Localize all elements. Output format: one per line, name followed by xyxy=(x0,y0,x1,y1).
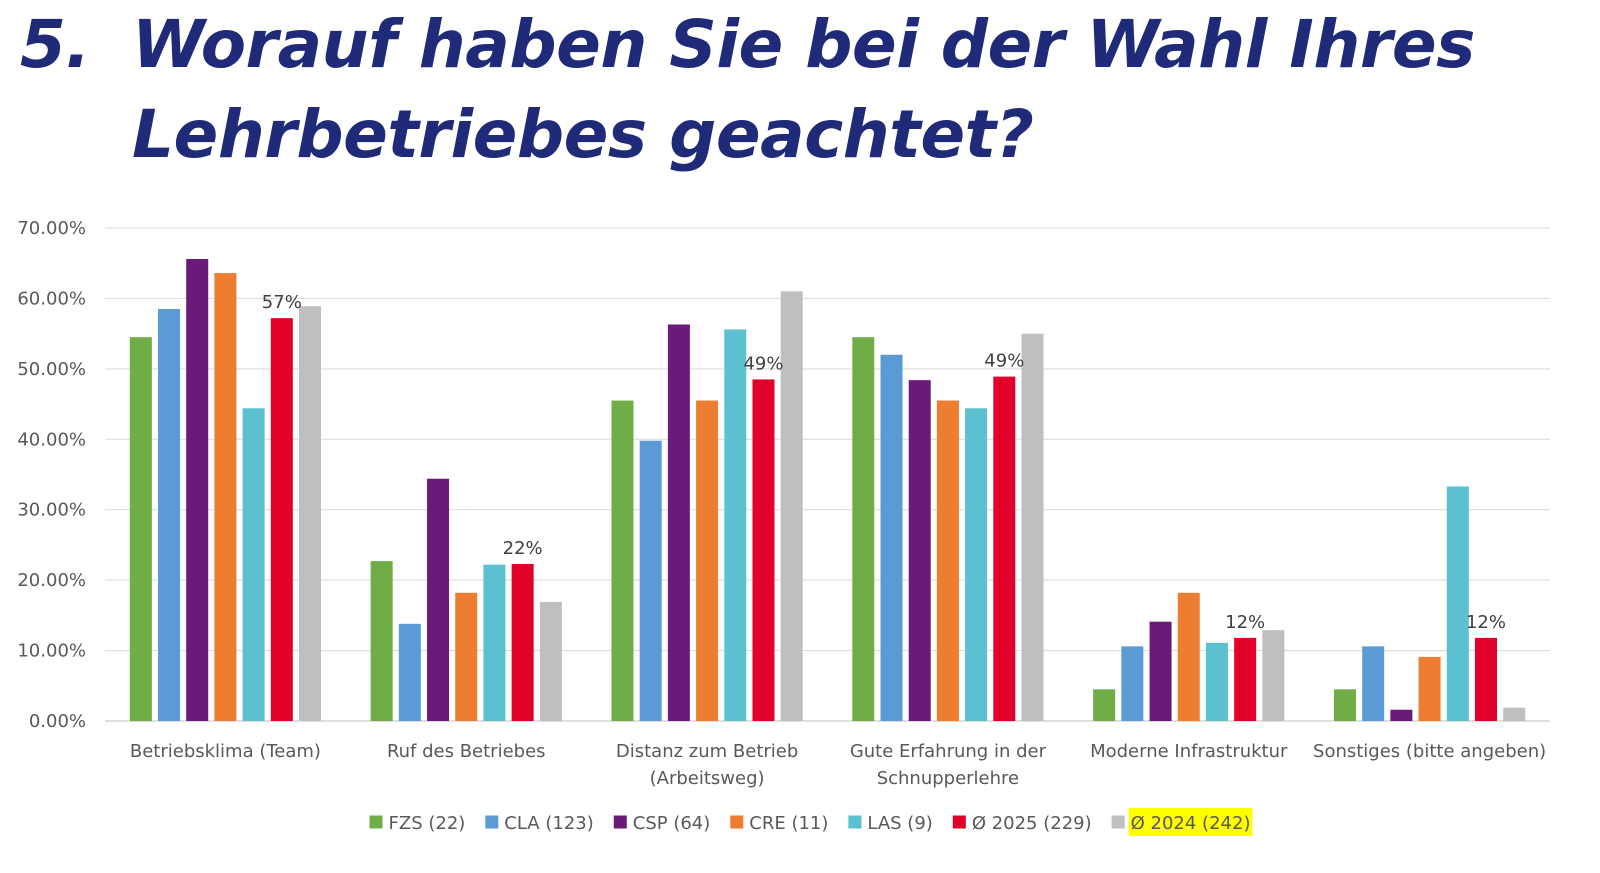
bar xyxy=(455,592,478,721)
bar xyxy=(1205,642,1228,721)
bar xyxy=(511,563,534,721)
bar xyxy=(993,376,1016,721)
bar xyxy=(539,601,562,721)
bar xyxy=(1362,646,1385,721)
bar xyxy=(1474,637,1497,721)
bar xyxy=(158,308,181,721)
data-label: 22% xyxy=(503,538,543,559)
data-label: 49% xyxy=(743,353,783,374)
bar xyxy=(242,408,265,721)
bar xyxy=(780,291,803,721)
bar xyxy=(427,478,450,721)
x-tick-label: Distanz zum Betrieb xyxy=(616,741,798,762)
data-label: 12% xyxy=(1466,612,1506,633)
page-title: 5. Worauf haben Sie bei der Wahl Ihres Le… xyxy=(20,0,1475,180)
data-label: 49% xyxy=(984,351,1024,372)
legend-swatch xyxy=(369,815,383,829)
legend-label: CSP (64) xyxy=(633,813,711,834)
y-tick-label: 10.00% xyxy=(17,641,86,662)
legend-highlight xyxy=(1128,808,1253,836)
legend-label: LAS (9) xyxy=(867,813,932,834)
bar xyxy=(1149,621,1172,721)
x-tick-label: Schnupperlehre xyxy=(877,768,1019,789)
bar xyxy=(1234,637,1257,721)
x-tick-label: Moderne Infrastruktur xyxy=(1090,741,1288,762)
x-tick-label: Ruf des Betriebes xyxy=(387,741,546,762)
bar xyxy=(1446,486,1469,721)
bar xyxy=(852,337,875,721)
legend-swatch xyxy=(613,815,627,829)
bar xyxy=(398,623,421,721)
bar xyxy=(724,329,747,721)
legend: FZS (22) CLA (123) CSP (64) CRE (11) LAS (9)… xyxy=(369,808,1253,836)
bar xyxy=(611,400,634,721)
legend-swatch xyxy=(848,815,862,829)
y-tick-label: 50.00% xyxy=(17,359,86,380)
bar xyxy=(880,354,903,721)
bar xyxy=(129,337,152,721)
gridlines xyxy=(105,227,1550,722)
bar xyxy=(908,380,931,721)
bar xyxy=(1390,709,1413,721)
y-tick-label: 70.00% xyxy=(17,218,86,239)
data-labels: 57% 22% 49% 49% 12% 12% xyxy=(262,292,1506,633)
bar xyxy=(299,306,322,721)
bar xyxy=(1093,689,1116,721)
y-tick-label: 60.00% xyxy=(17,288,86,309)
bar xyxy=(370,561,393,721)
bar xyxy=(1503,707,1526,721)
bar xyxy=(483,564,506,721)
y-tick-label: 20.00% xyxy=(17,570,86,591)
question-number: 5. xyxy=(20,6,91,83)
bar xyxy=(214,273,237,721)
legend-swatch xyxy=(952,815,966,829)
legend-label: CRE (11) xyxy=(749,813,828,834)
y-tick-label: 40.00% xyxy=(17,429,86,450)
bar xyxy=(965,408,988,721)
x-tick-label: Betriebsklima (Team) xyxy=(130,741,321,762)
bar xyxy=(752,379,775,721)
data-label: 57% xyxy=(262,292,302,313)
y-tick-label: 30.00% xyxy=(17,500,86,521)
x-tick-label: Sonstiges (bitte angeben) xyxy=(1313,741,1546,762)
x-tick-label: Gute Erfahrung in der xyxy=(850,741,1047,762)
legend-label: Ø 2024 (242) xyxy=(1131,813,1251,834)
bar xyxy=(667,324,690,721)
bar xyxy=(1121,646,1144,721)
bar xyxy=(1418,656,1441,721)
bar xyxy=(270,318,293,721)
title-line-1: Worauf haben Sie bei der Wahl Ihres xyxy=(132,6,1475,83)
y-axis: 0.00% 10.00% 20.00% 30.00% 40.00% 50.00% 60.00… xyxy=(17,218,86,732)
bar xyxy=(1021,333,1044,721)
bar xyxy=(639,440,662,721)
bar xyxy=(186,258,209,721)
bar xyxy=(1177,592,1200,721)
bar xyxy=(1262,630,1285,721)
bar xyxy=(1333,689,1356,721)
data-label: 12% xyxy=(1225,612,1265,633)
legend-label: Ø 2025 (229) xyxy=(972,813,1092,834)
y-tick-label: 0.00% xyxy=(29,711,86,732)
x-axis: Betriebsklima (Team) Ruf des Betriebes Dis… xyxy=(130,741,1546,789)
legend-label: CLA (123) xyxy=(504,813,593,834)
bar xyxy=(936,400,959,721)
bars xyxy=(129,258,1526,721)
legend-label: FZS (22) xyxy=(389,813,466,834)
title-line-2: Lehrbetriebes geachtet? xyxy=(132,96,1034,173)
x-tick-label: (Arbeitsweg) xyxy=(650,768,765,789)
legend-swatch xyxy=(730,815,744,829)
legend-swatch xyxy=(485,815,499,829)
bar xyxy=(696,400,719,721)
legend-swatch xyxy=(1111,815,1125,829)
